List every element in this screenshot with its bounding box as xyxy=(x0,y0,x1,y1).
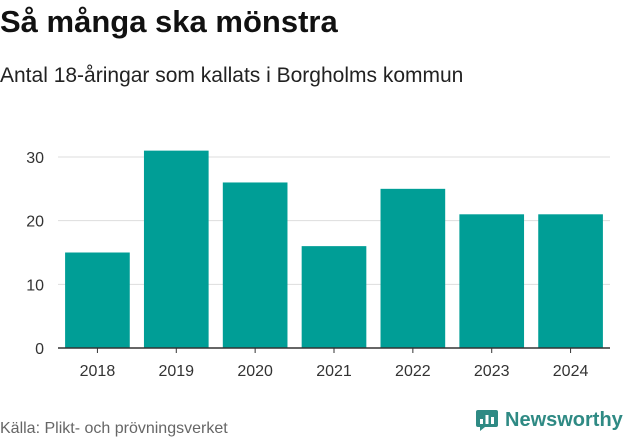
bar xyxy=(65,252,130,348)
bar xyxy=(143,150,209,348)
y-tick-label: 20 xyxy=(26,214,44,231)
x-tick-label: 2019 xyxy=(158,363,194,380)
source-note: Källa: Plikt- och prövningsverket xyxy=(0,420,228,437)
bar xyxy=(301,246,367,348)
y-tick-label: 30 xyxy=(26,150,44,167)
bar-chart: 0 10 20 30 2018 2019 2020 2021 2022 2023 2024 xyxy=(26,150,610,380)
x-tick-label: 2024 xyxy=(553,363,589,380)
x-tick-label: 2023 xyxy=(474,363,510,380)
bar xyxy=(222,182,288,348)
newsworthy-logo-icon xyxy=(476,410,498,431)
bar xyxy=(538,214,603,348)
chart-title: Så många ska mönstra xyxy=(0,4,338,39)
bar xyxy=(380,188,446,348)
chart-subtitle: Antal 18-åringar som kallats i Borgholms… xyxy=(0,64,464,87)
y-tick-label: 10 xyxy=(26,277,44,294)
brand-name: Newsworthy xyxy=(505,408,623,431)
brand-logo: Newsworthy xyxy=(475,408,623,432)
x-tick-label: 2018 xyxy=(80,363,116,380)
y-tick-label: 0 xyxy=(35,341,44,358)
x-tick-label: 2021 xyxy=(316,363,352,380)
x-tick-label: 2022 xyxy=(395,363,431,380)
bar xyxy=(459,214,525,348)
x-tick-label: 2020 xyxy=(237,363,273,380)
